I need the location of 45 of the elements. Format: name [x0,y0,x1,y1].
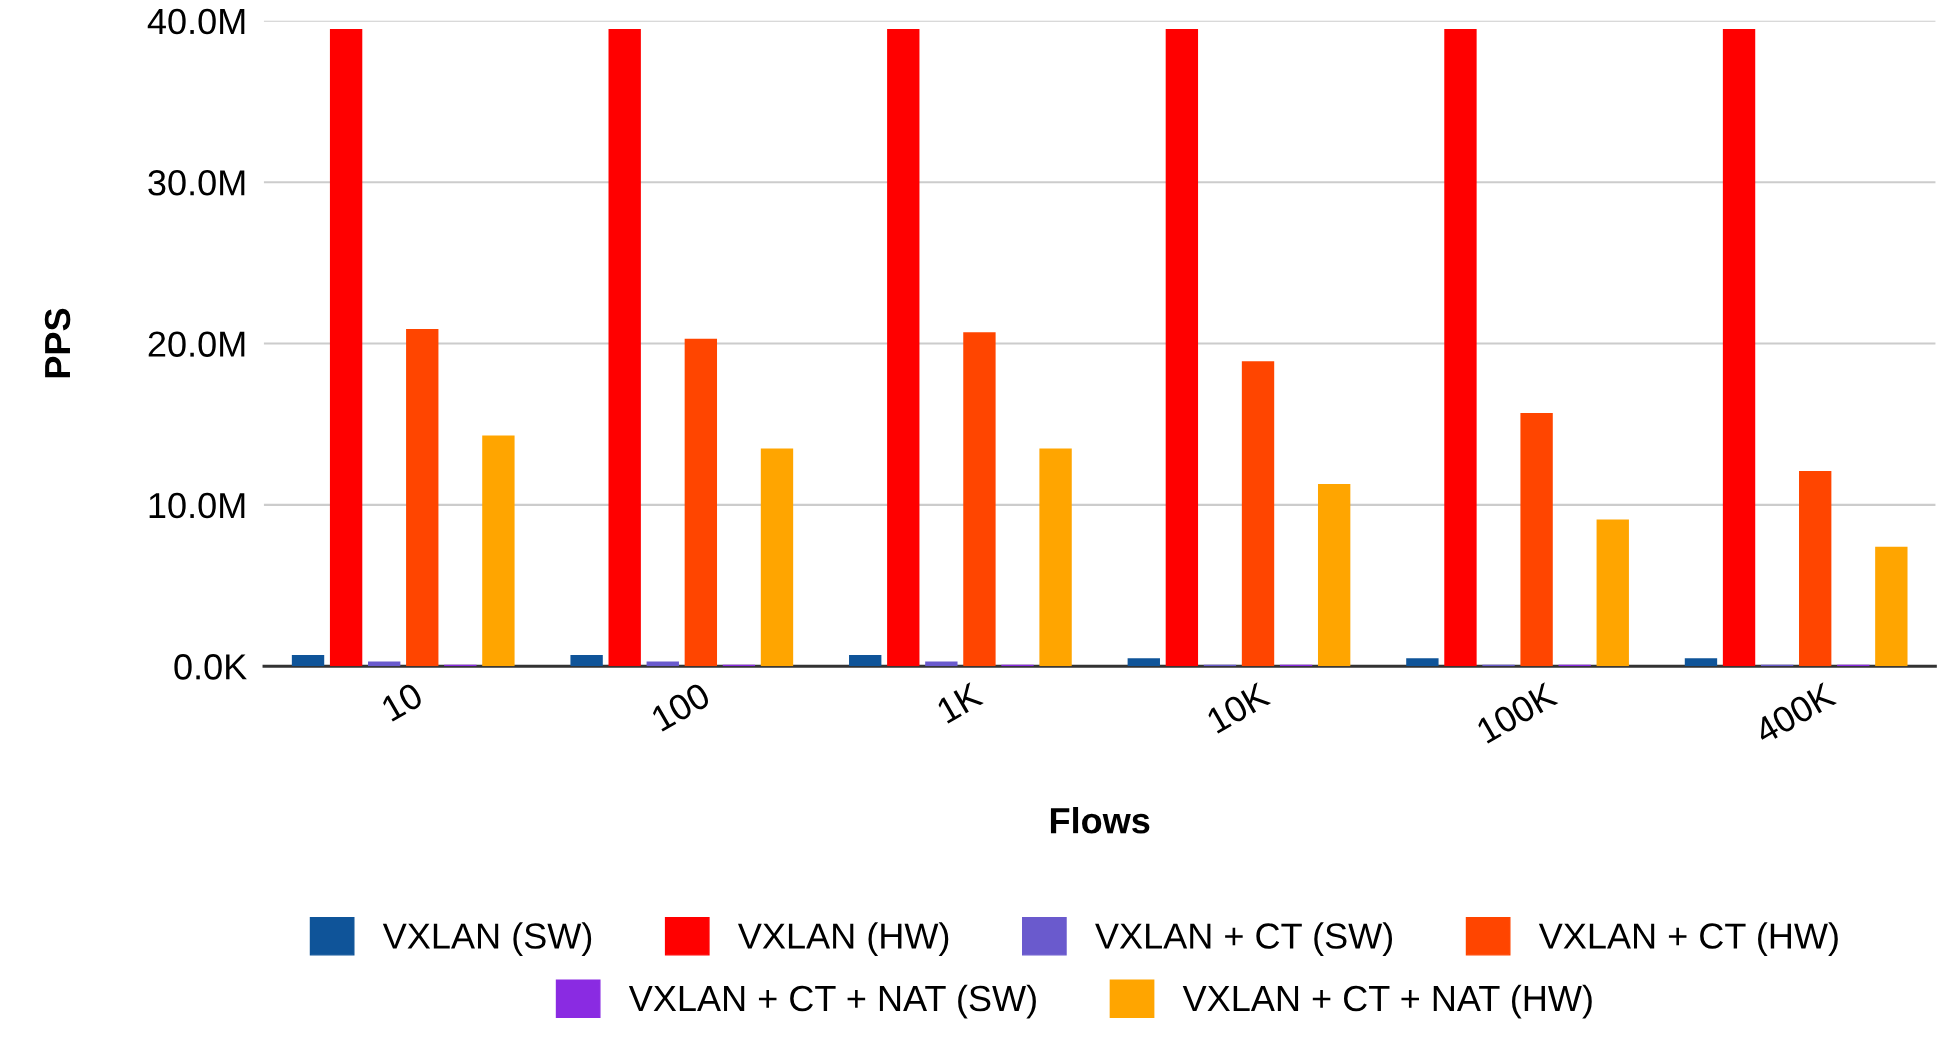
bar [482,435,515,667]
bar [368,661,401,667]
bar [887,28,920,667]
bar [1684,658,1718,667]
bar [646,661,679,667]
x-tick-label: 100 [650,681,712,732]
bar [608,28,641,667]
x-axis-title: Flows [1050,807,1150,834]
bar [1241,361,1275,667]
y-tick-label: 20.0M [148,331,245,357]
bar [684,338,718,667]
bar [406,329,439,667]
bar [1722,28,1756,667]
legend-label: VXLAN (SW) [382,922,592,956]
bar [1520,412,1553,667]
y-tick-label: 0.0K [174,654,247,680]
legend-label: VXLAN + CT (HW) [1538,922,1838,956]
y-tick-label: 10.0M [149,492,245,519]
bar [925,661,958,667]
bar [329,28,363,667]
bar [1039,448,1072,667]
y-tick-label: 40.0M [147,8,245,35]
bar [1875,546,1908,667]
bar [963,332,996,667]
x-tick-label: 10 [380,681,425,722]
legend-label: VXLAN (HW) [737,922,949,956]
bar [1165,28,1199,667]
bar [1406,658,1439,667]
x-tick-label: 1K [935,681,984,724]
y-axis-title: PPS [44,308,71,378]
legend-label: VXLAN + CT + NAT (HW) [1182,984,1592,1019]
x-tick-label: 400K [1752,681,1838,745]
legend-label: VXLAN + CT + NAT (SW) [628,984,1036,1019]
bar [849,654,882,667]
bar [1444,28,1477,667]
bar [1799,471,1832,667]
legend-label: VXLAN + CT (SW) [1095,922,1393,956]
bar [1596,519,1629,667]
bar [760,448,794,667]
y-tick-label: 30.0M [148,170,245,196]
x-tick-label: 10K [1205,681,1272,734]
bar [291,654,325,667]
bar [1317,483,1351,667]
bar [1127,658,1160,667]
bar [570,654,603,667]
